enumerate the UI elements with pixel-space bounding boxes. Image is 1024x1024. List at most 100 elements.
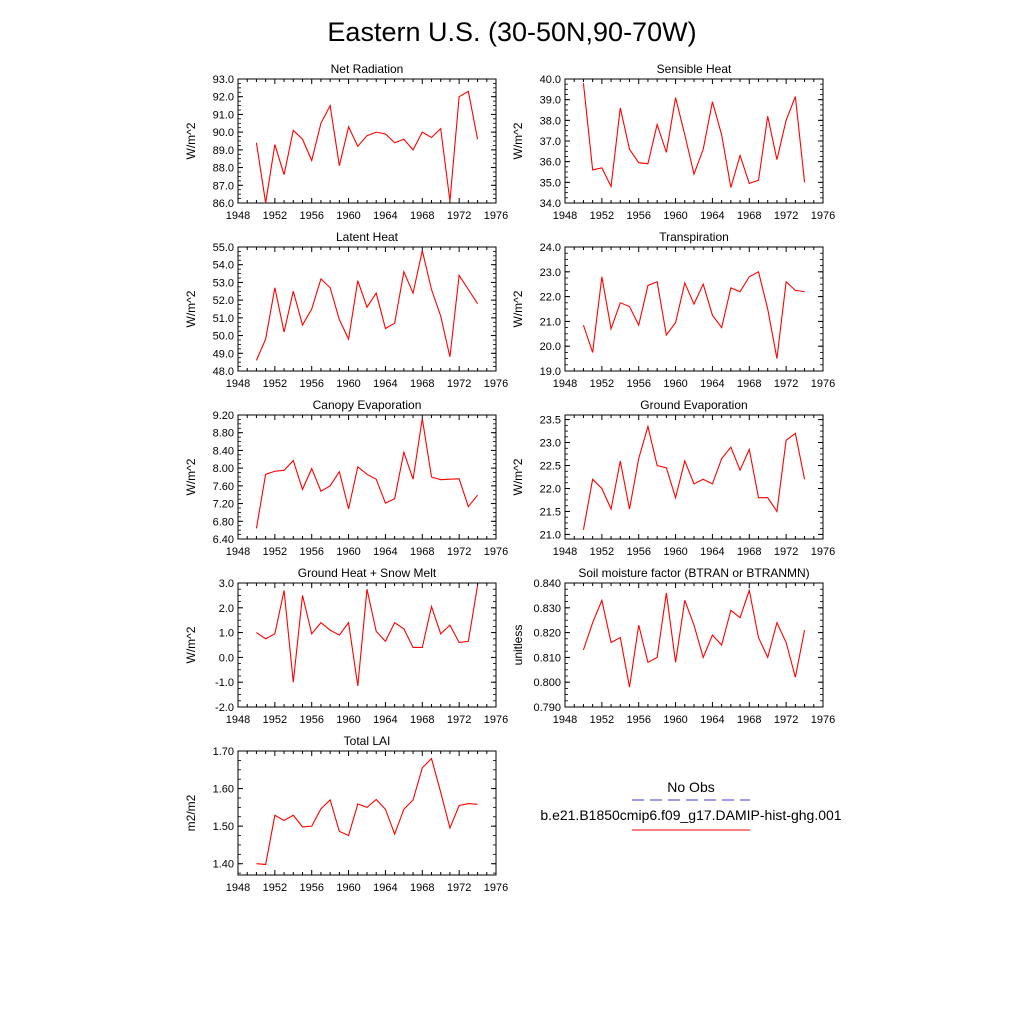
y-tick-label: 0.820 [533, 628, 561, 640]
y-tick-label: 0.810 [533, 652, 561, 664]
x-tick-label: 1948 [226, 378, 250, 390]
x-tick-label: 1964 [373, 378, 397, 390]
y-tick-label: 21.0 [540, 316, 561, 328]
x-tick-label: 1956 [626, 378, 650, 390]
y-tick-label: 0.790 [533, 702, 561, 714]
y-tick-label: 8.80 [213, 428, 234, 440]
x-tick-label: 1972 [774, 210, 798, 222]
y-tick-label: 8.40 [213, 445, 234, 457]
y-axis-label: W/m^2 [184, 290, 198, 327]
x-tick-label: 1960 [663, 714, 687, 726]
x-tick-label: 1964 [700, 378, 724, 390]
y-tick-label: 39.0 [540, 95, 561, 107]
panel-title: Net Radiation [331, 62, 404, 76]
panel: Canopy Evaporation W/m^2 1948 1952 1956 1960 1… [184, 398, 508, 558]
y-tick-label: -1.0 [215, 677, 234, 689]
y-axis-label: m2/m2 [184, 794, 198, 831]
x-tick-label: 1964 [700, 546, 724, 558]
x-tick-label: 1948 [553, 210, 577, 222]
x-tick-label: 1952 [263, 210, 287, 222]
x-tick-label: 1972 [447, 882, 471, 894]
x-tick-label: 1972 [774, 378, 798, 390]
y-tick-label: 24.0 [540, 242, 561, 254]
x-tick-label: 1952 [263, 378, 287, 390]
y-tick-label: 7.20 [213, 499, 234, 511]
y-tick-label: -2.0 [215, 702, 234, 714]
y-tick-label: 20.0 [540, 341, 561, 353]
series-line [255, 418, 478, 529]
panel-title: Canopy Evaporation [313, 398, 422, 412]
panel: Transpiration W/m^2 1948 1952 1956 1960 1964 19… [511, 230, 835, 390]
x-tick-label: 1948 [226, 882, 250, 894]
x-tick-label: 1964 [700, 210, 724, 222]
panel-title: Soil moisture factor (BTRAN or BTRANMN) [578, 566, 809, 580]
panels: Net Radiation W/m^2 1948 1952 1956 1960 1964 19… [184, 62, 835, 894]
y-tick-label: 21.0 [540, 529, 561, 541]
plot-frame [237, 246, 497, 372]
plot-frame [237, 78, 497, 204]
panel: Net Radiation W/m^2 1948 1952 1956 1960 1964 19… [184, 62, 508, 222]
y-tick-label: 38.0 [540, 115, 561, 127]
y-axis-label: W/m^2 [511, 458, 525, 495]
x-tick-label: 1960 [336, 546, 360, 558]
plot-frame [237, 414, 497, 540]
y-tick-label: 0.830 [533, 603, 561, 615]
x-tick-label: 1968 [410, 546, 434, 558]
x-tick-label: 1960 [336, 714, 360, 726]
x-tick-label: 1972 [447, 378, 471, 390]
x-tick-label: 1968 [737, 210, 761, 222]
panel: Total LAI m2/m2 1948 1952 1956 1960 1964 1968 19… [184, 734, 508, 894]
x-tick-label: 1972 [774, 714, 798, 726]
y-tick-label: 0.0 [219, 652, 234, 664]
x-tick-label: 1956 [299, 378, 323, 390]
y-tick-label: 3.0 [219, 578, 234, 590]
x-tick-label: 1968 [737, 378, 761, 390]
plot-frame [237, 750, 497, 876]
y-tick-label: 1.60 [213, 784, 234, 796]
x-tick-label: 1952 [590, 546, 614, 558]
y-tick-label: 1.0 [219, 628, 234, 640]
x-tick-label: 1948 [553, 714, 577, 726]
x-tick-label: 1956 [299, 210, 323, 222]
y-tick-label: 93.0 [213, 74, 234, 86]
y-tick-label: 0.800 [533, 677, 561, 689]
panel-title: Sensible Heat [657, 62, 732, 76]
y-tick-label: 0.840 [533, 578, 561, 590]
x-tick-label: 1964 [373, 882, 397, 894]
x-tick-label: 1972 [447, 714, 471, 726]
y-tick-label: 88.0 [213, 163, 234, 175]
y-tick-label: 52.0 [213, 295, 234, 307]
y-tick-label: 8.00 [213, 463, 234, 475]
panel: Latent Heat W/m^2 1948 1952 1956 1960 1964 1968… [184, 230, 508, 390]
x-tick-label: 1952 [590, 378, 614, 390]
page-title: Eastern U.S. (30-50N,90-70W) [327, 17, 696, 47]
y-axis-label: W/m^2 [184, 122, 198, 159]
series-line [582, 588, 806, 688]
x-tick-label: 1956 [626, 546, 650, 558]
y-tick-label: 19.0 [540, 366, 561, 378]
x-tick-label: 1952 [263, 882, 287, 894]
y-tick-label: 21.5 [540, 506, 561, 518]
x-tick-label: 1976 [484, 210, 508, 222]
x-tick-label: 1976 [811, 546, 835, 558]
x-tick-label: 1976 [484, 882, 508, 894]
x-tick-label: 1964 [373, 714, 397, 726]
x-tick-label: 1976 [484, 546, 508, 558]
x-tick-label: 1964 [700, 714, 724, 726]
x-tick-label: 1976 [484, 378, 508, 390]
y-tick-label: 23.5 [540, 415, 561, 427]
y-axis-label: W/m^2 [511, 290, 525, 327]
y-tick-label: 48.0 [213, 366, 234, 378]
x-tick-label: 1972 [447, 546, 471, 558]
x-tick-label: 1952 [263, 714, 287, 726]
y-tick-label: 36.0 [540, 157, 561, 169]
panel-title: Latent Heat [336, 230, 399, 244]
x-tick-label: 1968 [410, 882, 434, 894]
panel-title: Ground Evaporation [640, 398, 747, 412]
x-tick-label: 1968 [410, 210, 434, 222]
panel: Sensible Heat W/m^2 1948 1952 1956 1960 1964 19… [511, 62, 835, 222]
y-tick-label: 91.0 [213, 109, 234, 121]
y-tick-label: 37.0 [540, 136, 561, 148]
y-tick-label: 89.0 [213, 145, 234, 157]
series-line [582, 424, 806, 530]
